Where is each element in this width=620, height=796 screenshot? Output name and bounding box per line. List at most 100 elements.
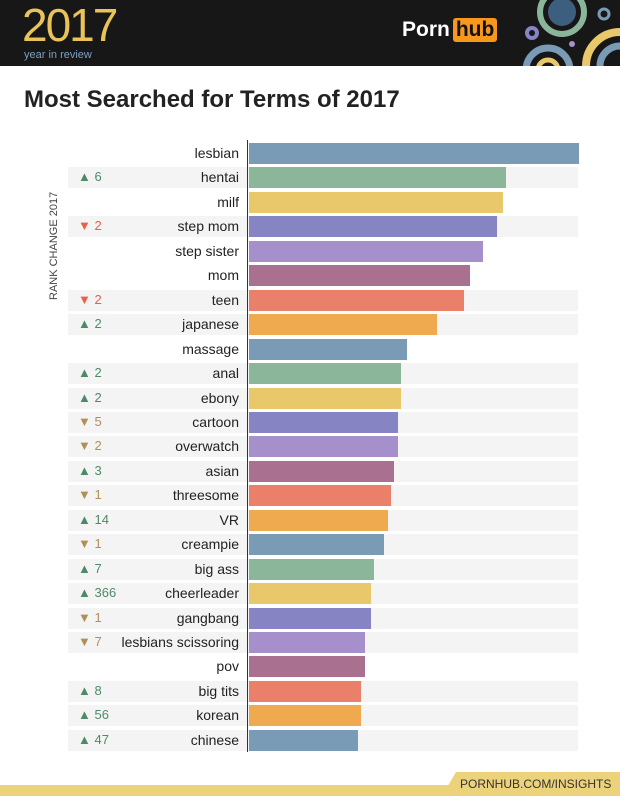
year-in-review-label: year in review <box>24 49 92 61</box>
rank-change-label: ▼ 2 <box>78 438 102 454</box>
year-logo: 2017 <box>22 0 118 51</box>
footer-strip <box>0 785 620 796</box>
bar-ebony <box>249 387 401 409</box>
bar-korean <box>249 705 362 727</box>
category-label: japanese <box>182 316 239 333</box>
bar-row: ▲ 2 anal <box>68 363 578 385</box>
rank-change-label: ▲ 2 <box>78 389 102 405</box>
bar-row: ▼ 5 cartoon <box>68 411 578 433</box>
category-label: lesbians scissoring <box>121 634 240 650</box>
rank-change-label: ▼ 1 <box>78 536 102 552</box>
bar-row: ▼ 2 overwatch <box>68 436 578 458</box>
bar-row: ▼ 1 threesome <box>68 485 578 507</box>
category-label: big ass <box>194 560 239 577</box>
chart-title: Most Searched for Terms of 2017 <box>24 86 400 113</box>
brand-logo-left: Porn <box>402 18 450 41</box>
footer-url-link[interactable]: PORNHUB.COM/INSIGHTS <box>460 777 612 791</box>
rank-change-label: ▲ 2 <box>78 316 102 332</box>
bar-gangbang <box>249 607 372 629</box>
category-label: cheerleader <box>165 585 239 602</box>
bar-creampie <box>249 534 385 556</box>
category-label: pov <box>216 658 239 675</box>
rank-change-label: ▼ 5 <box>78 413 102 429</box>
bar-lesbians-scissoring <box>249 632 365 653</box>
rank-change-label: ▲ 8 <box>78 682 102 698</box>
rank-change-label: ▲ 47 <box>78 731 109 747</box>
bar-cheerleader <box>249 583 372 605</box>
bar-row: ▲ 366 cheerleader <box>68 583 578 605</box>
bar-milf <box>249 191 504 213</box>
category-label: step mom <box>177 218 239 235</box>
rank-change-label: ▼ 1 <box>78 609 102 625</box>
bar-row: step sister <box>68 240 578 262</box>
bar-row: mom <box>68 265 578 287</box>
rank-change-label: ▲ 6 <box>78 169 102 185</box>
bar-row: ▼ 1 gangbang <box>68 607 578 629</box>
bar-mom <box>249 265 471 287</box>
category-label: lesbian <box>194 145 239 161</box>
rank-change-label: ▲ 56 <box>78 707 109 723</box>
rank-change-label: ▲ 7 <box>78 560 102 576</box>
rank-change-label: ▼ 1 <box>78 487 102 503</box>
bar-pov <box>249 656 365 678</box>
bar-big-ass <box>249 558 375 580</box>
bar-row: ▲ 2 ebony <box>68 387 578 409</box>
category-label: cartoon <box>192 413 239 430</box>
bar-row: pov <box>68 656 578 678</box>
bar-row: milf <box>68 191 578 213</box>
rank-change-label: ▲ 366 <box>78 585 117 601</box>
rank-change-label: ▼ 2 <box>78 291 102 307</box>
category-label: overwatch <box>175 438 239 455</box>
category-label: creampie <box>181 536 239 553</box>
bar-row: ▼ 1 creampie <box>68 534 578 556</box>
bar-lesbian <box>249 143 579 164</box>
bar-row: massage <box>68 338 578 360</box>
category-label: hentai <box>200 169 239 186</box>
bar-chinese <box>249 729 358 751</box>
bar-massage <box>249 338 408 360</box>
brand-logo: Porn hub <box>402 18 498 42</box>
decorative-circles-icon <box>522 0 620 66</box>
category-label: korean <box>196 707 239 724</box>
bar-row: ▲ 8 big tits <box>68 680 578 702</box>
bar-japanese <box>249 314 438 336</box>
bar-row: ▲ 6 hentai <box>68 167 578 189</box>
bar-row: ▲ 7 big ass <box>68 558 578 580</box>
brand-logo-right: hub <box>452 18 498 42</box>
bar-big-tits <box>249 680 362 702</box>
bar-teen <box>249 289 464 311</box>
bar-row: ▲ 47 chinese <box>68 729 578 751</box>
bar-row: ▼ 2 teen <box>68 289 578 311</box>
rank-change-label: ▼ 2 <box>78 218 102 234</box>
category-label: mom <box>207 267 239 284</box>
bar-asian <box>249 460 395 482</box>
category-label: ebony <box>200 389 239 406</box>
bar-step-sister <box>249 240 484 262</box>
bar-row: ▲ 3 asian <box>68 460 578 482</box>
bar-cartoon <box>249 411 398 433</box>
bar-row: ▲ 2 japanese <box>68 314 578 336</box>
rank-change-label: ▼ 7 <box>78 634 102 649</box>
bar-anal <box>249 363 401 385</box>
bar-row: ▲ 14 VR <box>68 509 578 531</box>
bar-row: lesbian <box>68 143 579 164</box>
bar-vr <box>249 509 388 531</box>
bar-row: ▼ 7 lesbians scissoring <box>68 632 578 653</box>
category-label: step sister <box>175 242 239 259</box>
axis-line <box>247 140 248 752</box>
category-label: asian <box>205 462 239 479</box>
category-label: teen <box>211 291 239 308</box>
category-label: massage <box>182 340 239 357</box>
rank-change-label: ▲ 3 <box>78 462 102 478</box>
bar-threesome <box>249 485 391 507</box>
rank-change-label: ▲ 14 <box>78 511 109 527</box>
category-label: chinese <box>190 731 239 748</box>
bar-row: ▼ 2 step mom <box>68 216 578 238</box>
category-label: gangbang <box>176 609 239 626</box>
category-label: big tits <box>198 682 239 699</box>
header-banner: 2017 year in review Porn hub <box>0 0 620 66</box>
category-label: anal <box>212 365 239 382</box>
category-label: milf <box>217 193 239 210</box>
rank-change-axis-label: RANK CHANGE 2017 <box>48 191 60 300</box>
bar-hentai <box>249 167 507 189</box>
